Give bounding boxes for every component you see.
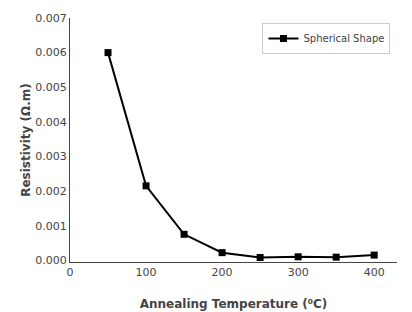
svg-text:100: 100: [136, 266, 157, 279]
svg-text:0.006: 0.006: [35, 46, 67, 59]
svg-text:0.004: 0.004: [35, 116, 67, 129]
svg-text:0.001: 0.001: [35, 220, 67, 233]
svg-text:Spherical Shape: Spherical Shape: [303, 33, 384, 44]
svg-text:Annealing Temperature (⁰C): Annealing Temperature (⁰C): [140, 297, 328, 311]
svg-text:0.003: 0.003: [35, 150, 67, 163]
svg-text:0.002: 0.002: [35, 185, 67, 198]
svg-text:0.007: 0.007: [35, 12, 67, 25]
svg-text:300: 300: [288, 266, 309, 279]
svg-text:0.000: 0.000: [35, 254, 67, 267]
svg-text:200: 200: [212, 266, 233, 279]
svg-text:Resistivity (Ω.m): Resistivity (Ω.m): [19, 83, 33, 197]
svg-text:0: 0: [67, 266, 74, 279]
svg-text:400: 400: [364, 266, 385, 279]
svg-text:0.005: 0.005: [35, 81, 67, 94]
